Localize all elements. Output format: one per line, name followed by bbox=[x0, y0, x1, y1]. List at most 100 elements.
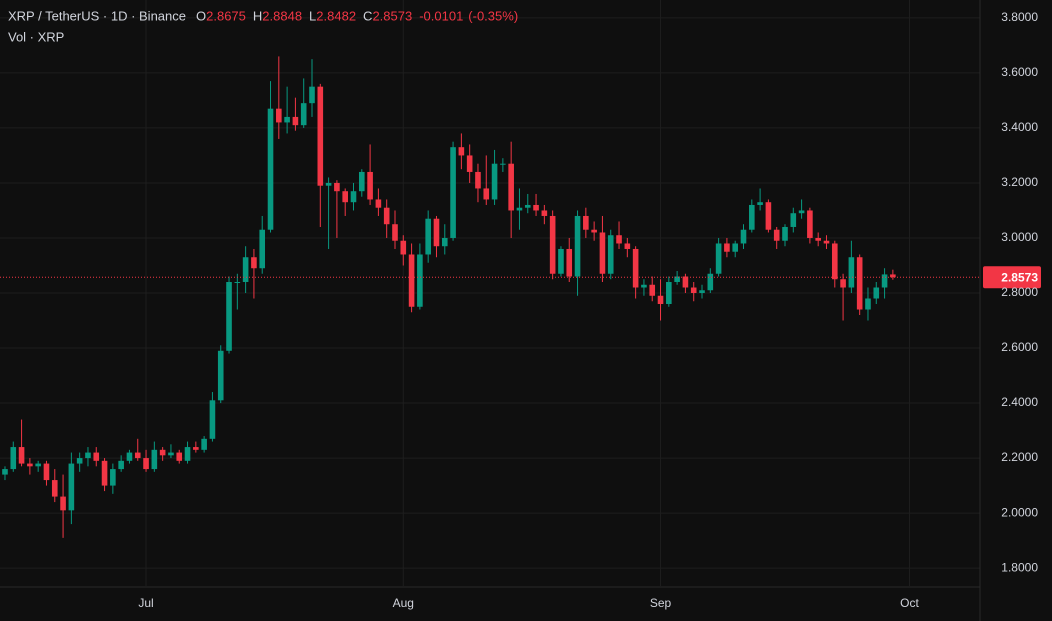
chart-subtitle: Vol · XRP bbox=[8, 29, 64, 44]
candle-body bbox=[657, 295, 664, 305]
candle-body bbox=[566, 248, 573, 277]
candle-body bbox=[682, 276, 689, 288]
y-tick-label: 2.2000 bbox=[1001, 450, 1038, 464]
candle-body bbox=[300, 103, 307, 126]
last-price-label: 2.8573 bbox=[1001, 270, 1038, 284]
candle-body bbox=[417, 254, 423, 307]
candle-body bbox=[334, 182, 340, 192]
candle-body bbox=[632, 248, 639, 288]
candle-body bbox=[848, 257, 855, 288]
candle-body bbox=[466, 155, 473, 172]
candle-body bbox=[143, 458, 149, 470]
candle-body bbox=[168, 452, 174, 456]
candle-body bbox=[508, 163, 514, 211]
legend-value: 2.8482 bbox=[316, 8, 356, 23]
candle-body bbox=[441, 237, 448, 247]
candle-body bbox=[110, 469, 116, 486]
candle-body bbox=[284, 116, 290, 123]
candle-body bbox=[317, 86, 324, 186]
y-tick-label: 2.6000 bbox=[1001, 340, 1038, 354]
legend-value: 2.8848 bbox=[262, 8, 302, 23]
candle-body bbox=[500, 163, 506, 165]
candle-body bbox=[433, 218, 440, 247]
candle-body bbox=[724, 243, 730, 252]
candle-body bbox=[367, 171, 373, 200]
candle-body bbox=[533, 204, 539, 211]
candle-body bbox=[400, 240, 407, 255]
candle-body bbox=[790, 213, 797, 227]
candle-body bbox=[558, 248, 564, 274]
candle-body bbox=[176, 452, 183, 461]
candle-body bbox=[292, 116, 299, 126]
candle-body bbox=[259, 229, 266, 269]
x-tick-label: Oct bbox=[900, 596, 919, 610]
legend-label: L bbox=[309, 8, 316, 23]
y-tick-label: 1.8000 bbox=[1001, 560, 1038, 574]
candle-body bbox=[715, 243, 722, 274]
y-tick-label: 3.8000 bbox=[1001, 10, 1038, 24]
candle-body bbox=[226, 281, 232, 351]
y-tick-label: 3.2000 bbox=[1001, 175, 1038, 189]
candle-body bbox=[126, 452, 133, 461]
candle-body bbox=[491, 163, 498, 200]
candle-body bbox=[616, 235, 622, 244]
candle-body bbox=[375, 199, 382, 208]
candle-body bbox=[782, 226, 788, 241]
candle-body bbox=[666, 281, 672, 305]
candle-body bbox=[831, 243, 838, 280]
y-tick-label: 2.0000 bbox=[1001, 505, 1038, 519]
candle-body bbox=[383, 207, 390, 225]
candle-body bbox=[574, 215, 581, 277]
candle-body bbox=[856, 257, 863, 310]
legend-label: C bbox=[363, 8, 372, 23]
y-tick-label: 3.6000 bbox=[1001, 65, 1038, 79]
candle-body bbox=[674, 276, 680, 282]
candle-body bbox=[649, 284, 656, 296]
x-tick-label: Sep bbox=[650, 596, 672, 610]
y-tick-label: 3.0000 bbox=[1001, 230, 1038, 244]
candle-body bbox=[93, 452, 100, 461]
legend-label: O bbox=[196, 8, 206, 23]
candle-body bbox=[881, 274, 888, 288]
candle-body bbox=[217, 350, 224, 401]
candle-body bbox=[607, 235, 614, 274]
candle-body bbox=[624, 243, 631, 249]
candle-body bbox=[840, 279, 846, 288]
candle-body bbox=[76, 458, 83, 464]
candle-body bbox=[641, 284, 647, 288]
candle-body bbox=[193, 447, 199, 450]
candle-body bbox=[865, 298, 871, 310]
candle-body bbox=[358, 171, 365, 192]
candle-body bbox=[823, 240, 830, 244]
candle-body bbox=[890, 274, 896, 278]
candle-body bbox=[765, 202, 772, 230]
candle-body bbox=[101, 460, 108, 486]
candle-body bbox=[699, 290, 705, 293]
candle-body bbox=[234, 281, 241, 283]
candle-body bbox=[27, 463, 33, 467]
candle-body bbox=[151, 449, 158, 470]
last-price-box bbox=[983, 266, 1041, 289]
x-tick-label: Aug bbox=[393, 596, 414, 610]
candle-body bbox=[599, 232, 606, 274]
candle-body bbox=[740, 229, 747, 244]
candle-body bbox=[51, 480, 58, 497]
candle-body bbox=[342, 191, 348, 203]
candle-body bbox=[807, 210, 813, 238]
candle-body bbox=[267, 108, 274, 230]
candle-body bbox=[392, 224, 398, 241]
candle-body bbox=[591, 229, 597, 233]
candle-body bbox=[549, 215, 556, 274]
candle-body bbox=[873, 287, 880, 299]
candle-body bbox=[425, 218, 431, 255]
candle-body bbox=[475, 171, 481, 189]
y-tick-label: 2.4000 bbox=[1001, 395, 1038, 409]
candle-body bbox=[10, 447, 17, 470]
y-tick-label: 2.8000 bbox=[1001, 285, 1038, 299]
candle-body bbox=[134, 452, 141, 459]
candle-body bbox=[325, 182, 332, 186]
candle-body bbox=[2, 469, 8, 475]
legend-value: 2.8675 bbox=[206, 8, 246, 23]
